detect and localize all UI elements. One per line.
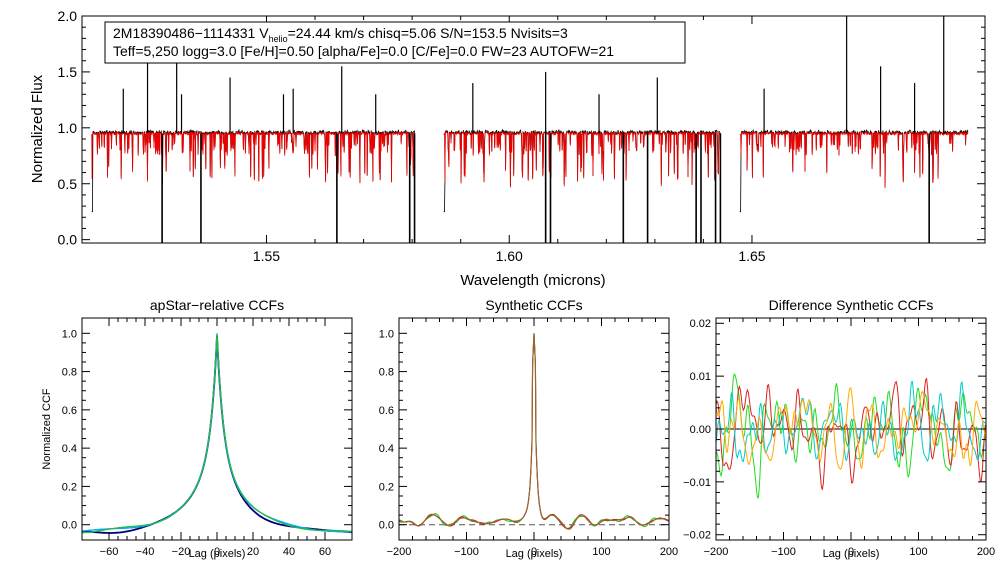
ccf-difference-series-diff-3	[715, 380, 986, 463]
ccf-apstar-y-tick-label: 0.8	[62, 367, 77, 379]
ccf-synthetic-ticks	[398, 318, 670, 540]
spectrum-data	[91, 16, 969, 243]
ccf-synthetic-data	[398, 333, 670, 530]
annotation-v-subscript: helio	[269, 34, 288, 44]
ccf-synthetic-y-tick-label: 1.0	[379, 328, 394, 340]
spectrum-y-tick-label: 2.0	[58, 8, 78, 24]
ccf-apstar-x-tick-label: 40	[283, 546, 295, 558]
ccf-apstar-series-visit-3	[82, 333, 353, 534]
ccf-synthetic-x-tick-label: 0	[531, 546, 537, 558]
spectrum-x-tick-label: 1.65	[738, 248, 765, 264]
ccf-synthetic-x-tick-label: −100	[454, 546, 479, 558]
ccf-difference-tick-labels: −200 −100 0 100 200 −0.02 −0.01 0.00 0.01 0.02	[683, 318, 995, 558]
ccf-apstar-y-tick-label: 1.0	[62, 328, 77, 340]
ccf-difference-ticks	[715, 318, 987, 540]
spectrum-y-tick-label: 0.0	[58, 232, 78, 248]
ccf-synthetic-title: Synthetic CCFs	[485, 297, 582, 313]
ccf-synthetic-series-visit-3	[398, 333, 670, 530]
ccf-apstar-x-tick-label: 0	[214, 546, 220, 558]
ccf-apstar-tick-labels: −60 −40 −20 0 20 40 60 0.0 0.2 0.4 0.6 0.8 1.0	[62, 328, 331, 558]
ccf-synthetic-panel: Synthetic CCFs −200 −100 0 100 200 0.0 0.2 0.4 0…	[379, 297, 678, 560]
ccf-synthetic-x-tick-label: 100	[592, 546, 610, 558]
svg-text:2M18390486−1114331 Vhelio=24.: 2M18390486−1114331 Vhelio=24.44 km/s chi…	[113, 25, 568, 44]
spectrum-annotation-box: 2M18390486−1114331 Vhelio=24.44 km/s chi…	[104, 21, 686, 64]
ccf-apstar-title: apStar−relative CCFs	[150, 297, 284, 313]
annotation-stats: chisq=5.06 S/N=153.5 Nvisits=3	[368, 25, 568, 41]
ccf-difference-y-tick-label: 0.00	[690, 424, 711, 436]
ccf-synthetic-y-tick-label: 0.4	[379, 443, 394, 455]
spectrum-x-tick-label: 1.55	[253, 248, 280, 264]
ccf-apstar-panel: apStar−relative CCFs −60 −40 −20 0 20 40 60 0.0…	[41, 297, 353, 560]
spectrum-y-tick-label: 0.5	[58, 176, 78, 192]
ccf-synthetic-y-tick-label: 0.2	[379, 481, 394, 493]
spectrum-y-tick-label: 1.5	[58, 64, 78, 80]
ccf-apstar-y-label: Normalized CCF	[41, 388, 53, 470]
ccf-synthetic-y-tick-label: 0.6	[379, 405, 394, 417]
ccf-difference-series-diff-4	[715, 386, 986, 470]
spectrum-y-label: Normalized Flux	[29, 74, 46, 183]
ccf-synthetic-x-label: Lag (pixels)	[506, 548, 563, 560]
ccf-difference-x-tick-label: 100	[909, 546, 927, 558]
annotation-v-symbol: V	[259, 25, 269, 41]
ccf-difference-title: Difference Synthetic CCFs	[769, 297, 934, 313]
ccf-apstar-y-tick-label: 0.0	[62, 520, 77, 532]
ccf-apstar-x-tick-label: −40	[136, 546, 155, 558]
ccf-synthetic-y-tick-label: 0.8	[379, 367, 394, 379]
ccf-apstar-x-tick-label: 20	[247, 546, 259, 558]
ccf-synthetic-x-tick-label: 200	[660, 546, 678, 558]
ccf-apstar-x-tick-label: −60	[100, 546, 119, 558]
ccf-difference-x-tick-label: 200	[977, 546, 995, 558]
ccf-apstar-ticks	[82, 318, 352, 540]
ccf-difference-x-tick-label: −100	[771, 546, 796, 558]
spectrum-y-tick-label: 1.0	[58, 120, 78, 136]
spectrum-ticks	[82, 15, 985, 243]
spectrum-tick-labels: 1.55 1.60 1.65 0.0 0.5 1.0 1.5 2.0	[58, 8, 766, 264]
ccf-apstar-data	[81, 333, 353, 534]
annotation-object: 2M18390486−1114331	[113, 25, 256, 41]
spectrum-x-tick-label: 1.60	[496, 248, 523, 264]
ccf-synthetic-y-tick-label: 0.0	[379, 520, 394, 532]
ccf-difference-series-diff-2	[715, 377, 986, 490]
ccf-synthetic-tick-labels: −200 −100 0 100 200 0.0 0.2 0.4 0.6 0.8 1.0	[379, 328, 678, 558]
ccf-difference-y-tick-label: 0.02	[690, 318, 711, 330]
ccf-apstar-x-label: Lag (pixels)	[189, 548, 246, 560]
ccf-difference-x-tick-label: −200	[704, 546, 729, 558]
ccf-difference-panel: Difference Synthetic CCFs −200 −100 0 100 20…	[683, 297, 995, 560]
ccf-difference-y-tick-label: 0.01	[690, 371, 711, 383]
spectrum-model-line	[443, 130, 721, 188]
ccf-apstar-x-tick-label: −20	[172, 546, 191, 558]
annotation-v-value: =24.44 km/s	[288, 25, 365, 41]
ccf-apstar-x-tick-label: 60	[319, 546, 331, 558]
ccf-difference-x-label: Lag (pixels)	[823, 548, 880, 560]
spectrum-frame	[81, 15, 986, 244]
spectrum-panel: 1.55 1.60 1.65 0.0 0.5 1.0 1.5 2.0 Wavelength (…	[29, 8, 986, 289]
ccf-difference-x-tick-label: 0	[848, 546, 854, 558]
ccf-apstar-y-tick-label: 0.2	[62, 481, 77, 493]
spectrum-model-line	[739, 130, 969, 189]
ccf-synthetic-x-tick-label: −200	[387, 546, 412, 558]
ccf-difference-y-tick-label: −0.01	[683, 477, 711, 489]
ccf-difference-y-tick-label: −0.02	[683, 530, 711, 542]
ccf-difference-data	[715, 372, 986, 499]
ccf-apstar-y-tick-label: 0.6	[62, 405, 77, 417]
ccf-apstar-y-tick-label: 0.4	[62, 443, 77, 455]
ccf-difference-series-diff-1	[715, 372, 986, 499]
spectrum-x-label: Wavelength (microns)	[460, 272, 605, 289]
annotation-line-2: Teff=5,250 logg=3.0 [Fe/H]=0.50 [alpha/F…	[113, 43, 614, 59]
spectrum-model-line	[91, 130, 415, 184]
